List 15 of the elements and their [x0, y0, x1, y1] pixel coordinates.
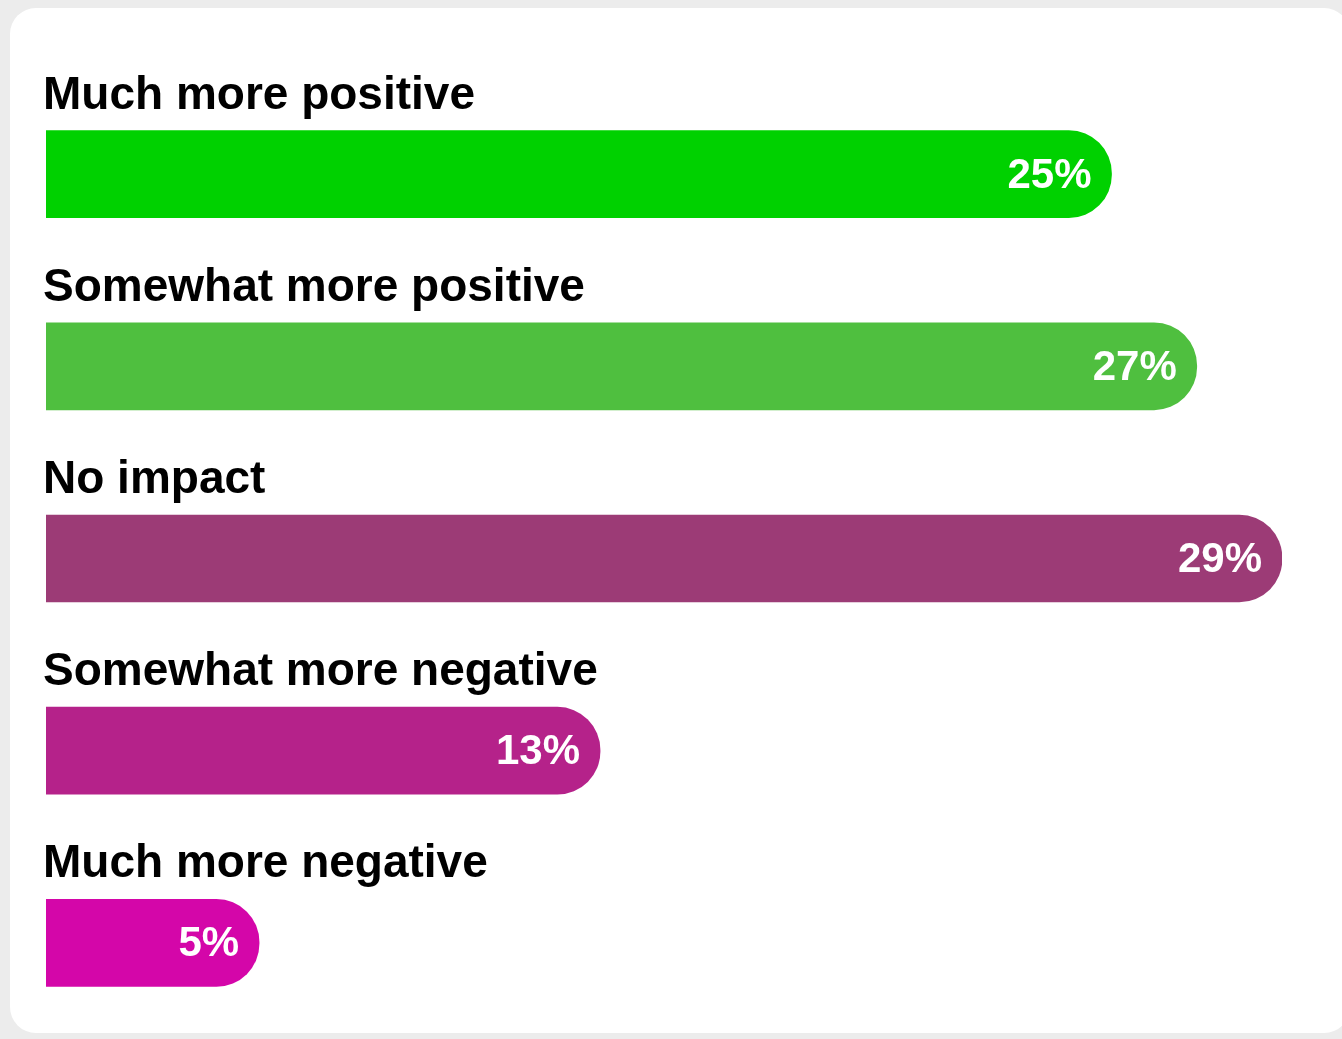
bar [46, 514, 1282, 603]
data-label: 13% [496, 726, 581, 774]
bar [46, 899, 260, 987]
data-label: 25% [1007, 149, 1092, 197]
y-tick-label: Much more positive [43, 66, 475, 119]
data-label: 29% [1177, 534, 1262, 582]
y-tick-label: No impact [43, 451, 266, 503]
y-tick-label: Somewhat more positive [43, 258, 585, 311]
data-label: 27% [1092, 341, 1177, 389]
data-label: 5% [178, 918, 240, 966]
y-tick-label: Much more negative [43, 835, 488, 888]
bar [46, 322, 1198, 411]
bar [46, 130, 1112, 218]
bar [46, 706, 601, 795]
y-tick-label: Somewhat more negative [43, 643, 598, 696]
